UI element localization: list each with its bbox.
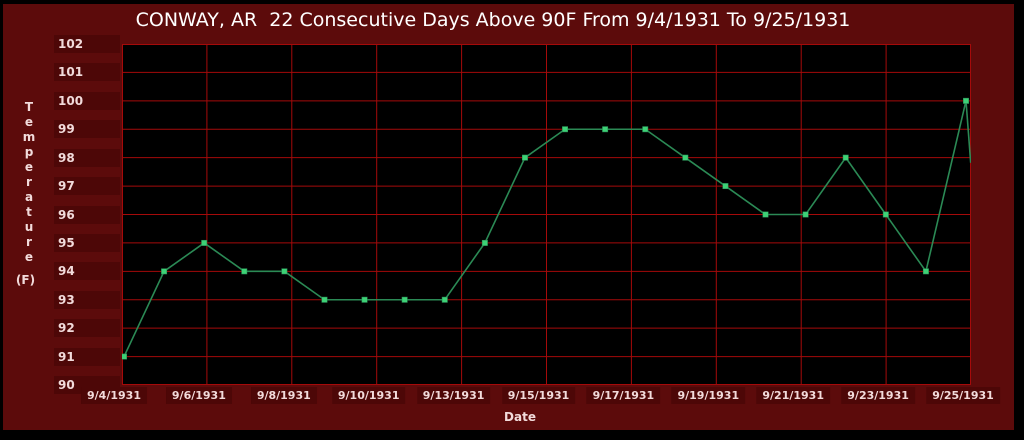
data-point-marker (922, 268, 929, 275)
plot-area (122, 44, 971, 385)
y-axis-title-letter: t (26, 205, 32, 219)
data-point-marker (201, 239, 208, 246)
y-axis-title-letter: r (26, 235, 32, 249)
data-point-marker (161, 268, 168, 275)
x-tick-label: 9/13/1931 (416, 387, 491, 404)
x-tick-label: 9/15/1931 (501, 387, 576, 404)
y-axis-title-letter: a (24, 190, 34, 204)
y-tick-label: 98 (54, 148, 120, 167)
y-tick-label: 94 (54, 262, 120, 281)
y-tick-label: 100 (54, 91, 120, 110)
data-point-marker (762, 211, 769, 218)
y-axis-title-letter: u (24, 220, 34, 234)
x-tick-label: 9/10/1931 (331, 387, 406, 404)
data-point-marker (562, 126, 568, 133)
data-point-marker (522, 154, 528, 161)
data-point-marker (241, 268, 248, 275)
data-point-marker (722, 183, 729, 190)
y-tick-label: 97 (54, 177, 120, 196)
y-axis-unit-label: (F) (15, 273, 36, 287)
y-axis-title-letter: r (26, 175, 32, 189)
y-tick-label: 96 (54, 205, 120, 224)
y-tick-label: 102 (54, 35, 120, 53)
data-point-marker (682, 154, 689, 161)
data-point-marker (122, 353, 127, 360)
x-tick-label: 9/25/1931 (926, 387, 1000, 404)
data-point-marker (882, 211, 889, 218)
y-tick-label: 92 (54, 319, 120, 338)
y-tick-label: 101 (54, 63, 120, 82)
data-point-marker (642, 126, 649, 133)
x-axis-title: Date (504, 410, 536, 424)
x-tick-label: 9/17/1931 (586, 387, 661, 404)
data-point-marker (281, 268, 288, 275)
y-axis-title-letter: p (24, 145, 34, 159)
x-tick-label: 9/19/1931 (671, 387, 746, 404)
y-axis-title-letter: T (24, 100, 34, 114)
x-tick-label: 9/23/1931 (841, 387, 915, 404)
data-point-marker (802, 211, 809, 218)
data-point-marker (842, 154, 849, 161)
y-tick-label: 91 (54, 347, 120, 366)
x-tick-label: 9/4/1931 (81, 387, 147, 404)
data-point-marker (361, 296, 368, 303)
y-tick-label: 93 (54, 290, 120, 309)
x-tick-label: 9/21/1931 (756, 387, 830, 404)
y-axis-title-letter: e (24, 115, 34, 129)
plot-border (122, 44, 971, 385)
chart-title: CONWAY, AR 22 Consecutive Days Above 90F… (135, 9, 851, 31)
y-tick-label: 99 (54, 120, 120, 139)
y-tick-label: 95 (54, 233, 120, 252)
data-point-marker (401, 296, 408, 303)
data-point-marker (963, 97, 969, 104)
y-axis-title-letter: m (22, 130, 36, 144)
x-tick-label: 9/8/1931 (250, 387, 317, 404)
temperature-line (123, 100, 967, 357)
data-point-marker (481, 239, 488, 246)
data-point-marker (441, 296, 448, 303)
clipped-line-segment (965, 100, 971, 163)
data-point-marker (602, 126, 609, 133)
y-axis-title-letter: e (24, 250, 34, 264)
data-point-marker (321, 296, 328, 303)
x-tick-label: 9/6/1931 (165, 387, 232, 404)
y-axis-title-letter: e (24, 160, 34, 174)
